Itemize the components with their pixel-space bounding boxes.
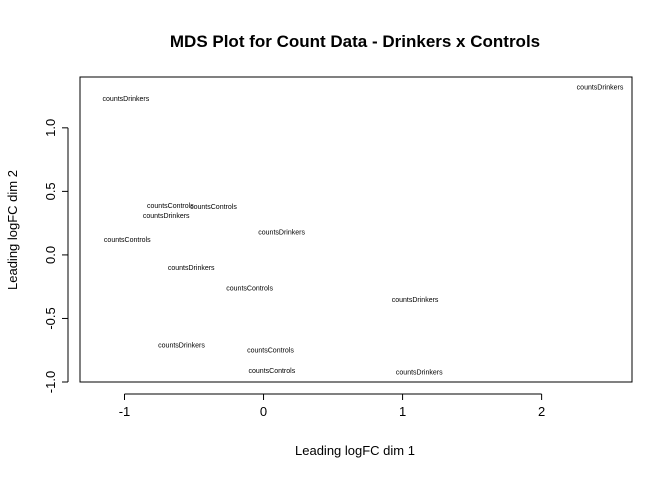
point-label: countsDrinkers <box>103 96 150 103</box>
x-tick-label: 2 <box>538 404 545 419</box>
point-label: countsControls <box>147 203 194 210</box>
point-label: countsDrinkers <box>396 369 443 376</box>
y-tick-label: -0.5 <box>43 307 58 329</box>
point-label: countsControls <box>104 237 151 244</box>
y-axis-label: Leading logFC dim 2 <box>5 170 20 290</box>
point-label: countsControls <box>190 204 237 211</box>
y-axis: -1.0 -0.5 0.0 0.5 1.0 <box>43 119 69 393</box>
point-label: countsControls <box>226 285 273 292</box>
x-tick-label: -1 <box>119 404 131 419</box>
point-label: countsDrinkers <box>168 265 215 272</box>
point-labels: countsDrinkerscountsDrinkerscountsContro… <box>103 85 624 377</box>
chart-title: MDS Plot for Count Data - Drinkers x Con… <box>170 32 540 51</box>
y-tick-label: -1.0 <box>43 371 58 393</box>
point-label: countsControls <box>249 368 296 375</box>
y-tick-label: 0.0 <box>43 246 58 264</box>
x-axis: -1 0 1 2 <box>119 393 545 419</box>
point-label: countsDrinkers <box>392 297 439 304</box>
x-tick-label: 1 <box>399 404 406 419</box>
point-label: countsDrinkers <box>143 213 190 220</box>
x-tick-label: 0 <box>260 404 267 419</box>
y-tick-label: 0.5 <box>43 182 58 200</box>
point-label: countsDrinkers <box>258 230 305 237</box>
point-label: countsDrinkers <box>577 85 624 92</box>
point-label: countsControls <box>247 348 294 355</box>
point-label: countsDrinkers <box>158 343 205 350</box>
plot-frame <box>79 76 633 383</box>
y-tick-label: 1.0 <box>43 119 58 137</box>
x-axis-label: Leading logFC dim 1 <box>295 443 415 458</box>
